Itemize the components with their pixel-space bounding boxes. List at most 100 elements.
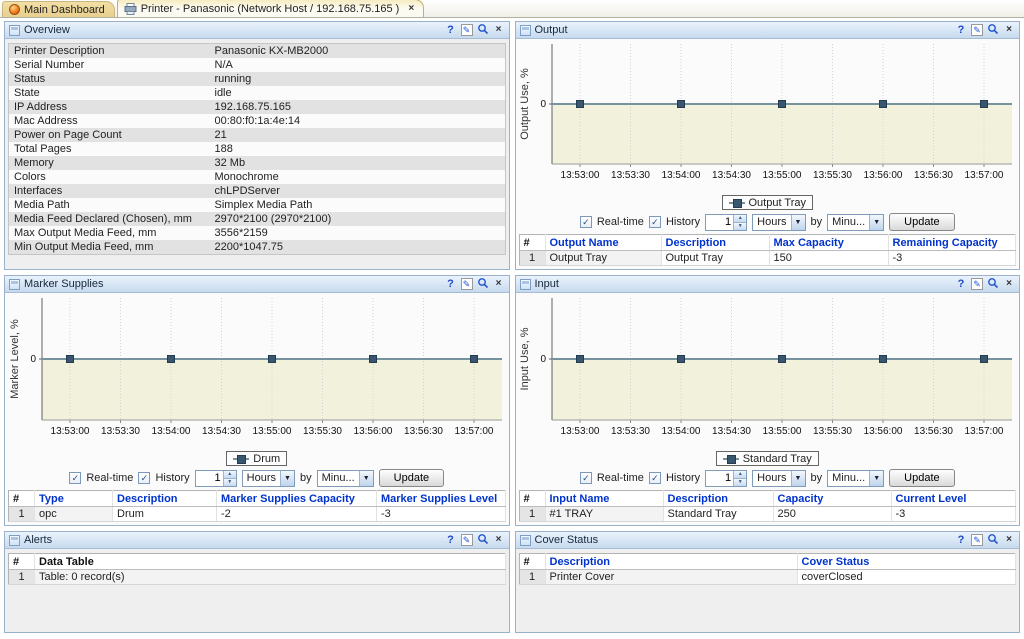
property-value: N/A <box>210 58 506 72</box>
table-row[interactable]: 1opcDrum-2-3 <box>9 507 506 522</box>
tab-printer[interactable]: Printer - Panasonic (Network Host / 192.… <box>117 0 424 17</box>
realtime-checkbox[interactable]: ✓ <box>69 472 81 484</box>
tab-close-icon[interactable]: × <box>408 3 414 14</box>
spinner-down-icon[interactable]: ▼ <box>224 479 236 486</box>
property-value: 2970*2100 (2970*2100) <box>210 212 506 226</box>
update-button[interactable]: Update <box>889 469 954 487</box>
svg-text:13:54:30: 13:54:30 <box>712 426 751 437</box>
unit-dropdown[interactable]: Hours ▼ <box>752 470 805 487</box>
panel-header[interactable]: Output ? ✎ × <box>516 22 1020 39</box>
property-label: Status <box>9 72 210 86</box>
history-value-input[interactable] <box>196 471 223 486</box>
close-icon[interactable]: × <box>493 24 505 36</box>
property-label: Max Output Media Feed, mm <box>9 226 210 240</box>
magnifier-icon[interactable] <box>987 23 999 38</box>
realtime-label[interactable]: Real-time <box>597 472 644 484</box>
table-cell: 150 <box>769 251 888 266</box>
dashboard-icon <box>9 4 20 15</box>
svg-text:13:55:30: 13:55:30 <box>813 426 852 437</box>
column-header: Description <box>663 491 773 507</box>
legend-label: Output Tray <box>749 197 806 209</box>
edit-icon[interactable]: ✎ <box>971 278 983 290</box>
magnifier-icon[interactable] <box>987 533 999 548</box>
unit-dropdown[interactable]: Hours ▼ <box>242 470 295 487</box>
history-value-input[interactable] <box>706 215 733 230</box>
history-checkbox[interactable]: ✓ <box>649 216 661 228</box>
magnifier-icon[interactable] <box>477 277 489 292</box>
table-cell: -3 <box>891 507 1016 522</box>
property-label: Colors <box>9 170 210 184</box>
help-icon[interactable]: ? <box>445 278 457 290</box>
update-button[interactable]: Update <box>889 213 954 231</box>
panel-header[interactable]: Cover Status ? ✎ × <box>516 532 1020 549</box>
realtime-label[interactable]: Real-time <box>597 216 644 228</box>
panel-header[interactable]: Input ? ✎ × <box>516 276 1020 293</box>
history-value-input[interactable] <box>706 471 733 486</box>
overview-row: IP Address192.168.75.165 <box>9 100 506 114</box>
history-label[interactable]: History <box>666 472 700 484</box>
interval-dropdown[interactable]: Minu... ▼ <box>827 214 884 231</box>
chevron-down-icon: ▼ <box>791 471 805 486</box>
magnifier-icon[interactable] <box>987 277 999 292</box>
overview-row: Stateidle <box>9 86 506 100</box>
help-icon[interactable]: ? <box>955 534 967 546</box>
by-label: by <box>811 216 823 228</box>
help-icon[interactable]: ? <box>955 24 967 36</box>
history-checkbox[interactable]: ✓ <box>649 472 661 484</box>
svg-text:13:56:00: 13:56:00 <box>353 426 392 437</box>
spinner-down-icon[interactable]: ▼ <box>734 479 746 486</box>
table-row[interactable]: 1Printer CovercoverClosed <box>519 570 1016 585</box>
tab-main-dashboard[interactable]: Main Dashboard <box>2 1 115 17</box>
table-row[interactable]: 1#1 TRAYStandard Tray250-3 <box>519 507 1016 522</box>
help-icon[interactable]: ? <box>445 534 457 546</box>
edit-icon[interactable]: ✎ <box>461 278 473 290</box>
close-icon[interactable]: × <box>493 534 505 546</box>
close-icon[interactable]: × <box>493 278 505 290</box>
column-header: # <box>519 491 545 507</box>
spinner-up-icon[interactable]: ▲ <box>224 471 236 479</box>
panel-header[interactable]: Overview ? ✎ × <box>5 22 509 39</box>
history-label[interactable]: History <box>666 216 700 228</box>
panel-cover-status: Cover Status ? ✎ × #DescriptionCover Sta… <box>515 531 1021 633</box>
magnifier-icon[interactable] <box>477 533 489 548</box>
marker-chart-area: 13:53:0013:53:3013:54:0013:54:3013:55:00… <box>5 293 509 525</box>
update-button[interactable]: Update <box>379 469 444 487</box>
close-icon[interactable]: × <box>1003 278 1015 290</box>
edit-icon[interactable]: ✎ <box>461 24 473 36</box>
panel-header[interactable]: Marker Supplies ? ✎ × <box>5 276 509 293</box>
close-icon[interactable]: × <box>1003 534 1015 546</box>
interval-dropdown[interactable]: Minu... ▼ <box>317 470 374 487</box>
history-value-spinner: ▲ ▼ <box>705 470 747 487</box>
realtime-checkbox[interactable]: ✓ <box>580 216 592 228</box>
spinner-up-icon[interactable]: ▲ <box>734 471 746 479</box>
interval-dropdown[interactable]: Minu... ▼ <box>827 470 884 487</box>
spinner-down-icon[interactable]: ▼ <box>734 223 746 230</box>
edit-icon[interactable]: ✎ <box>971 534 983 546</box>
panel-header[interactable]: Alerts ? ✎ × <box>5 532 509 549</box>
spinner-buttons: ▲ ▼ <box>733 471 746 486</box>
table-cell: 1 <box>9 570 35 585</box>
table-row[interactable]: 1Table: 0 record(s) <box>9 570 506 585</box>
panel-title: Output <box>535 24 568 36</box>
chart-controls: ✓ Real-time ✓ History ▲ ▼ Hours ▼ by <box>516 469 1020 487</box>
table-cell: Standard Tray <box>663 507 773 522</box>
close-icon[interactable]: × <box>1003 24 1015 36</box>
overview-row: Min Output Media Feed, mm2200*1047.75 <box>9 240 506 255</box>
table-row[interactable]: 1Output TrayOutput Tray150-3 <box>519 251 1016 266</box>
property-value: 188 <box>210 142 506 156</box>
edit-icon[interactable]: ✎ <box>971 24 983 36</box>
property-value: 3556*2159 <box>210 226 506 240</box>
realtime-label[interactable]: Real-time <box>86 472 133 484</box>
svg-text:13:54:00: 13:54:00 <box>662 170 701 181</box>
magnifier-icon[interactable] <box>477 23 489 38</box>
history-label[interactable]: History <box>155 472 189 484</box>
help-icon[interactable]: ? <box>445 24 457 36</box>
svg-text:13:55:00: 13:55:00 <box>763 426 802 437</box>
spinner-up-icon[interactable]: ▲ <box>734 215 746 223</box>
history-checkbox[interactable]: ✓ <box>138 472 150 484</box>
realtime-checkbox[interactable]: ✓ <box>580 472 592 484</box>
column-header: Marker Supplies Level <box>377 491 506 507</box>
help-icon[interactable]: ? <box>955 278 967 290</box>
edit-icon[interactable]: ✎ <box>461 534 473 546</box>
unit-dropdown[interactable]: Hours ▼ <box>752 214 805 231</box>
